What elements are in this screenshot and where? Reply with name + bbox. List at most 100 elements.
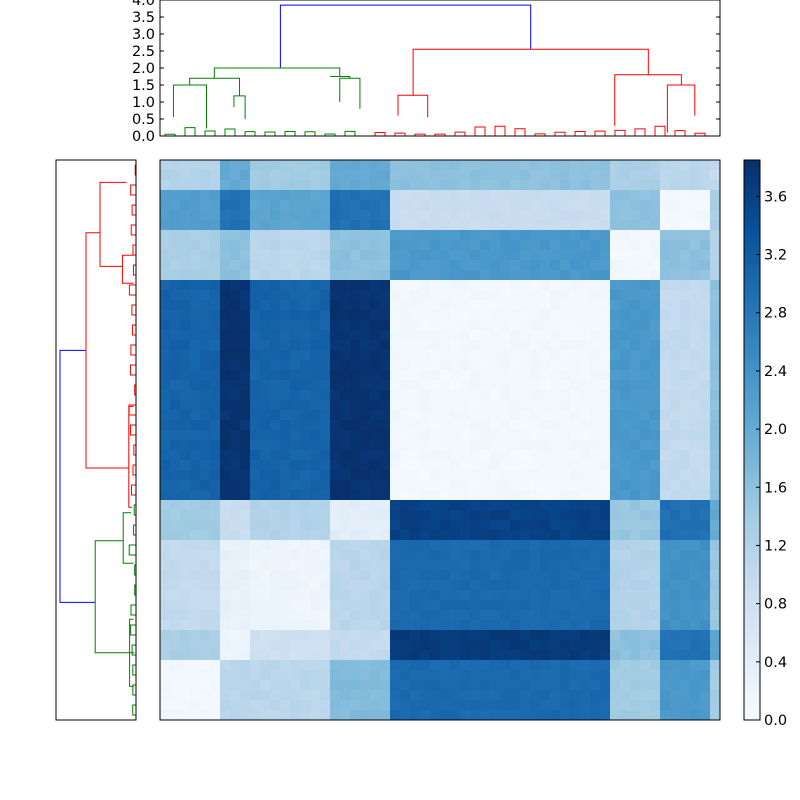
heatmap-cell — [180, 470, 191, 481]
heatmap-cell — [570, 490, 581, 501]
heatmap-cell — [210, 640, 221, 651]
heatmap-cell — [410, 500, 421, 511]
heatmap-cell — [550, 250, 561, 261]
heatmap-cell — [560, 430, 571, 441]
y-tick-label: 2.0 — [132, 61, 155, 77]
heatmap-cell — [540, 230, 551, 241]
heatmap-cell — [440, 370, 451, 381]
colorbar-tick-label: 2.0 — [764, 422, 787, 438]
heatmap-cell — [480, 440, 491, 451]
heatmap-cell — [590, 430, 601, 441]
heatmap-cell — [380, 240, 391, 251]
heatmap-cell — [650, 530, 661, 541]
heatmap-cell — [500, 610, 511, 621]
heatmap-cell — [620, 360, 631, 371]
heatmap-cell — [310, 330, 321, 341]
heatmap-cell — [270, 560, 281, 571]
heatmap-cell — [440, 560, 451, 571]
heatmap-cell — [400, 180, 411, 191]
heatmap-cell — [500, 230, 511, 241]
heatmap-cell — [450, 380, 461, 391]
heatmap-cell — [600, 470, 611, 481]
heatmap-cell — [640, 530, 651, 541]
heatmap-cell — [300, 500, 311, 511]
heatmap-cell — [320, 630, 331, 641]
heatmap-cell — [540, 370, 551, 381]
heatmap-cell — [220, 600, 231, 611]
heatmap-cell — [300, 690, 311, 701]
heatmap-cell — [690, 330, 701, 341]
heatmap-cell — [180, 550, 191, 561]
heatmap-cell — [600, 460, 611, 471]
heatmap-cell — [660, 580, 671, 591]
heatmap-cell — [530, 480, 541, 491]
heatmap-cell — [480, 470, 491, 481]
heatmap-cell — [280, 660, 291, 671]
heatmap-cell — [460, 630, 471, 641]
heatmap-cell — [630, 500, 641, 511]
heatmap-cell — [290, 220, 301, 231]
heatmap-cell — [700, 620, 711, 631]
heatmap-cell — [450, 390, 461, 401]
heatmap-cell — [680, 190, 691, 201]
heatmap-cell — [320, 470, 331, 481]
heatmap-cell — [610, 590, 621, 601]
heatmap-cell — [710, 530, 721, 541]
heatmap-cell — [190, 390, 201, 401]
heatmap-cell — [180, 190, 191, 201]
heatmap-cell — [270, 490, 281, 501]
heatmap-cell — [620, 570, 631, 581]
heatmap-cell — [280, 310, 291, 321]
heatmap-cell — [610, 420, 621, 431]
heatmap-cell — [690, 540, 701, 551]
dendrogram-leaf-link — [164, 133, 176, 136]
heatmap-cell — [450, 550, 461, 561]
heatmap-cell — [650, 400, 661, 411]
heatmap-cell — [340, 350, 351, 361]
heatmap-cell — [270, 280, 281, 291]
heatmap-cell — [380, 170, 391, 181]
heatmap-cell — [320, 170, 331, 181]
heatmap-cell — [480, 260, 491, 271]
heatmap-cell — [220, 310, 231, 321]
heatmap-cell — [530, 530, 541, 541]
heatmap-cell — [410, 160, 421, 171]
heatmap-cell — [470, 370, 481, 381]
heatmap-cell — [260, 580, 271, 591]
heatmap-cell — [330, 500, 341, 511]
heatmap-cell — [460, 600, 471, 611]
heatmap-cell — [520, 440, 531, 451]
heatmap-cell — [310, 610, 321, 621]
heatmap-cell — [310, 630, 321, 641]
heatmap-cell — [200, 620, 211, 631]
heatmap-cell — [500, 510, 511, 521]
heatmap-cell — [440, 530, 451, 541]
heatmap-cell — [380, 670, 391, 681]
heatmap-cell — [510, 210, 521, 221]
heatmap-cell — [330, 450, 341, 461]
heatmap-cell — [540, 710, 551, 721]
heatmap-cell — [280, 650, 291, 661]
heatmap-cell — [680, 510, 691, 521]
heatmap-cell — [430, 670, 441, 681]
heatmap-cell — [490, 190, 501, 201]
heatmap-cell — [500, 280, 511, 291]
heatmap-cell — [480, 640, 491, 651]
heatmap-cell — [160, 210, 171, 221]
heatmap-cell — [270, 480, 281, 491]
heatmap-cell — [700, 470, 711, 481]
heatmap-cell — [440, 430, 451, 441]
heatmap-cell — [600, 210, 611, 221]
heatmap-cell — [650, 450, 661, 461]
heatmap-cell — [640, 370, 651, 381]
heatmap-cell — [370, 420, 381, 431]
heatmap-cell — [350, 690, 361, 701]
dendrogram-leaf-link — [132, 704, 136, 716]
heatmap-cell — [340, 700, 351, 711]
heatmap-cell — [440, 640, 451, 651]
heatmap-cell — [590, 390, 601, 401]
heatmap-cell — [450, 570, 461, 581]
heatmap-cell — [240, 480, 251, 491]
heatmap-cell — [260, 280, 271, 291]
heatmap-cell — [530, 490, 541, 501]
